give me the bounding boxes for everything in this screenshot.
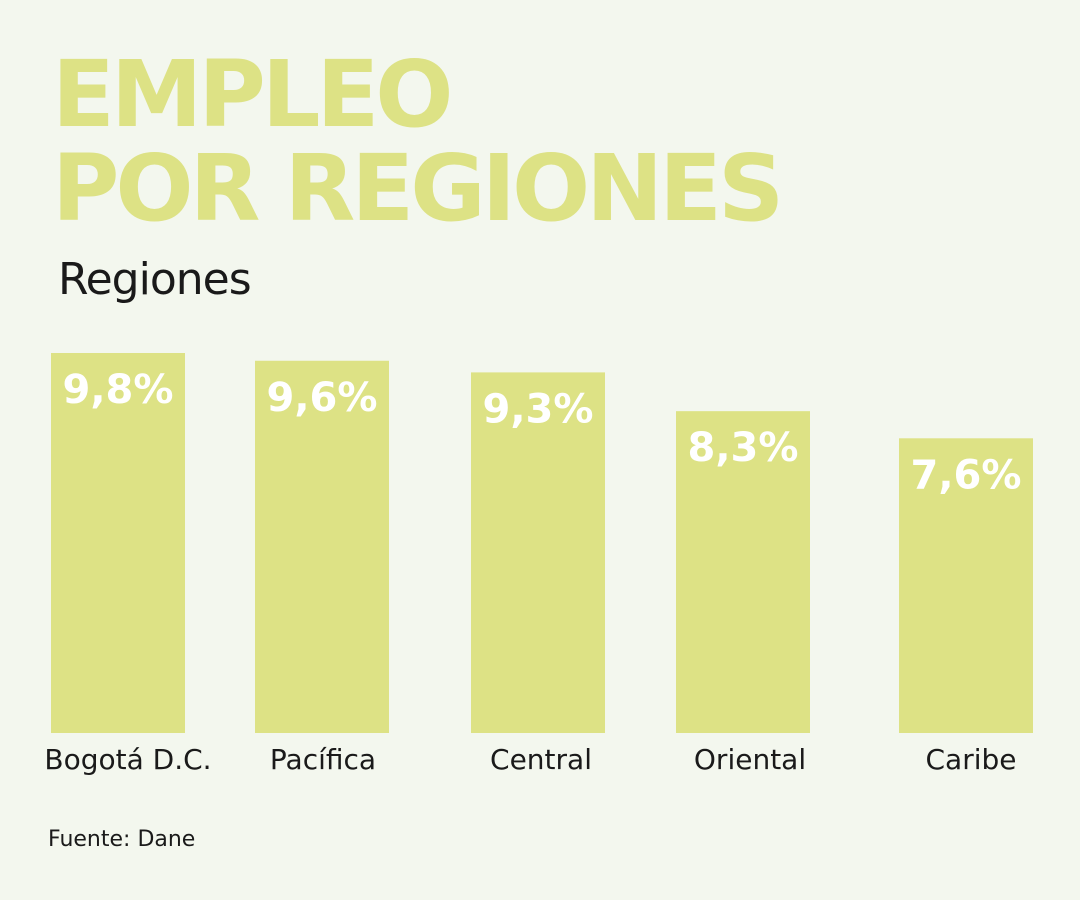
bar-4 bbox=[899, 438, 1033, 733]
chart-title-line-1: EMPLEO bbox=[52, 41, 454, 148]
bar-3 bbox=[676, 411, 810, 733]
bars-group bbox=[51, 353, 1033, 733]
chart-title: EMPLEO POR REGIONES bbox=[52, 41, 784, 242]
bar-1 bbox=[255, 360, 389, 733]
category-label-2: Central bbox=[490, 743, 592, 776]
bar-0 bbox=[51, 353, 185, 733]
category-label-4: Caribe bbox=[926, 743, 1017, 776]
chart-subtitle: Regiones bbox=[58, 254, 252, 305]
category-label-0: Bogotá D.C. bbox=[44, 743, 211, 776]
value-labels-group: 9,8% 9,6% 9,3% 8,3% 7,6% bbox=[63, 367, 1022, 498]
bar-value-label-0: 9,8% bbox=[63, 367, 174, 413]
bar-value-label-2: 9,3% bbox=[483, 386, 594, 432]
chart-title-line-2: POR REGIONES bbox=[52, 135, 784, 242]
bar-value-label-1: 9,6% bbox=[267, 375, 378, 421]
category-label-1: Pacífica bbox=[270, 743, 376, 776]
category-labels-group: Bogotá D.C. Pacífica Central Oriental Caribe bbox=[44, 743, 1016, 776]
category-label-3: Oriental bbox=[694, 743, 806, 776]
bar-value-label-4: 7,6% bbox=[911, 452, 1022, 498]
source-note: Fuente: Dane bbox=[48, 827, 196, 852]
bar-2 bbox=[471, 372, 605, 733]
bar-value-label-3: 8,3% bbox=[688, 425, 799, 471]
